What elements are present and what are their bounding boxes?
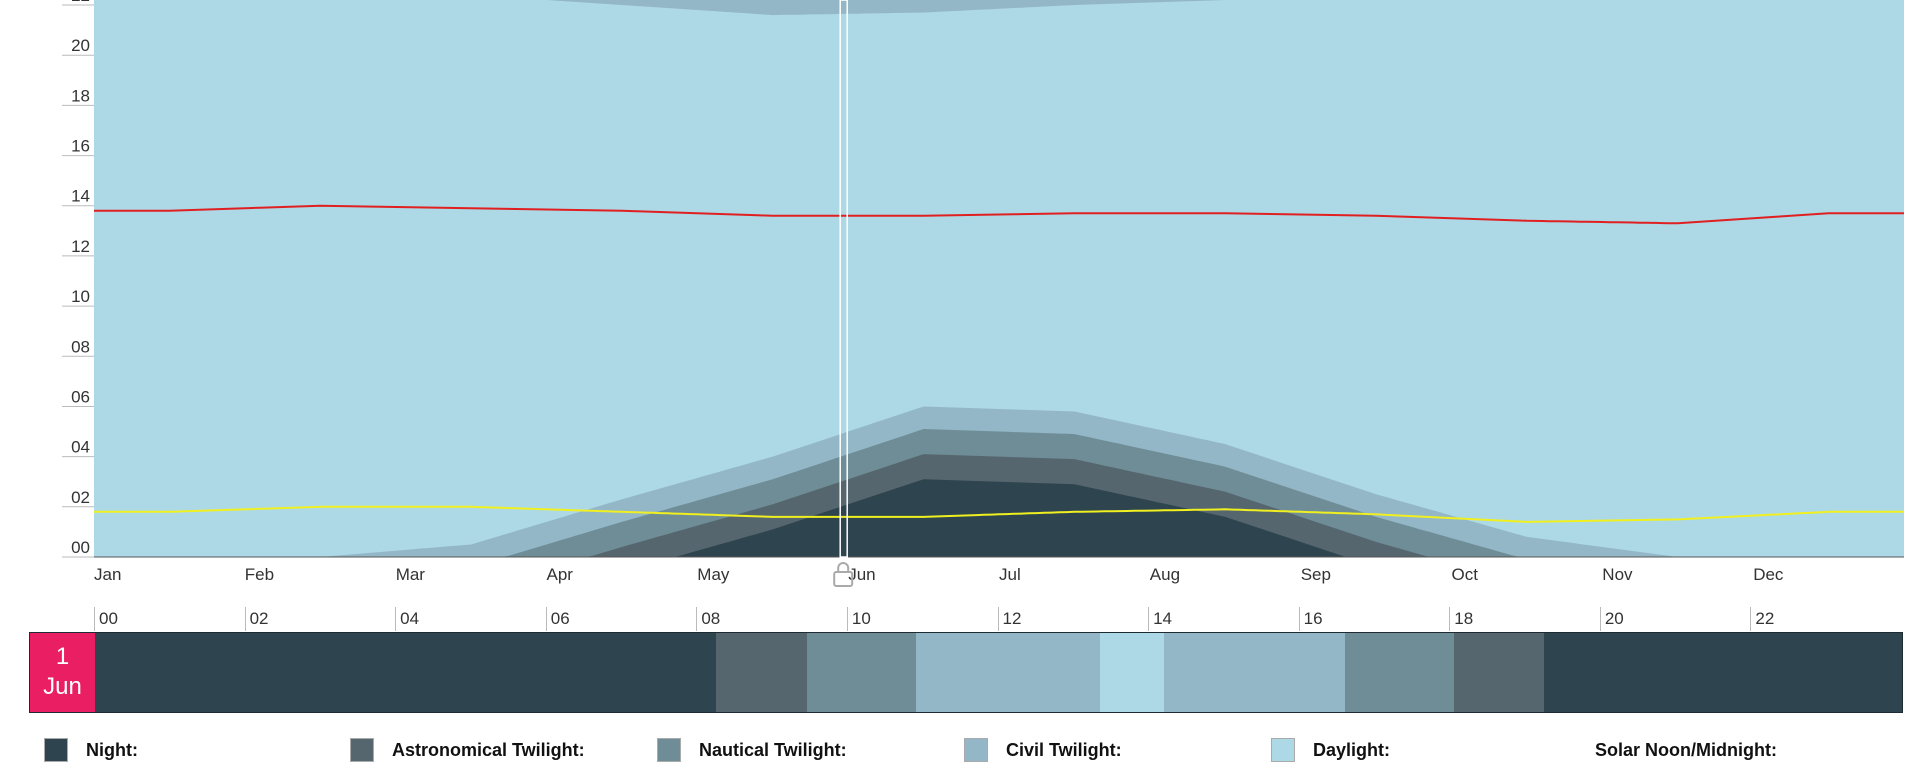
legend-item: Daylight: [1271, 735, 1390, 765]
x-tick-label: Mar [396, 565, 426, 584]
y-tick-label: 18 [71, 86, 90, 105]
hour-tick-label: 18 [1449, 607, 1473, 631]
nautical-segment [1344, 633, 1454, 712]
night-segment [1544, 633, 1902, 712]
selected-day-number: 1 [55, 643, 70, 670]
astronomical-segment [1454, 633, 1545, 712]
hour-tick-label: 06 [545, 607, 570, 631]
x-tick-label: Jan [94, 565, 121, 584]
legend-label: Nautical Twilight: [699, 739, 847, 760]
day-marker-line [839, 0, 848, 558]
astronomical-segment [716, 633, 807, 712]
hour-tick-label: 12 [997, 607, 1021, 631]
selected-month-label: Jun [43, 673, 82, 700]
y-tick-label: 14 [71, 187, 90, 206]
legend-label: Civil Twilight: [1006, 739, 1122, 760]
night-morning-zone [94, 479, 1904, 557]
selected-date-badge[interactable]: 1 Jun [30, 633, 95, 712]
x-tick-label: Jul [999, 565, 1021, 584]
legend-swatch [657, 738, 681, 762]
legend-label: Solar Noon/Midnight: [1595, 739, 1777, 760]
legend-item: Civil Twilight: [964, 735, 1122, 765]
solar-midnight-line [94, 505, 1904, 523]
nautical-segment [806, 633, 916, 712]
legend: Night: Astronomical Twilight: Nautical Twi… [0, 735, 1920, 765]
y-tick-label: 00 [71, 538, 90, 557]
hour-tick-label: 00 [94, 607, 118, 631]
hour-tick-label: 10 [846, 607, 871, 631]
civil-evening-zone [94, 0, 1904, 16]
y-tick-label: 10 [71, 287, 90, 306]
x-tick-label: Sep [1301, 565, 1331, 584]
hour-tick-label: 04 [395, 607, 419, 631]
x-tick-label: Nov [1602, 565, 1633, 584]
x-tick-label: Dec [1753, 565, 1784, 584]
x-tick-label: Apr [547, 565, 574, 584]
y-axis: 00 02 04 06 08 10 12 14 16 18 20 22 [62, 0, 94, 558]
y-tick-label: 02 [71, 488, 90, 507]
day-hour-axis: 00 02 04 06 08 10 12 14 16 18 20 22 [94, 607, 1900, 631]
lock-shackle [837, 562, 850, 572]
x-tick-label: Feb [245, 565, 274, 584]
legend-item: Nautical Twilight: [657, 735, 847, 765]
y-tick-label: 04 [71, 438, 90, 457]
x-tick-label: May [697, 565, 730, 584]
hour-tick-label: 08 [696, 607, 720, 631]
civil-segment [1164, 633, 1345, 712]
y-tick-label: 20 [71, 36, 90, 55]
solar-noon-line [94, 204, 1904, 225]
legend-swatch [1271, 738, 1295, 762]
legend-item: Astronomical Twilight: [350, 735, 585, 765]
legend-label: Astronomical Twilight: [392, 739, 585, 760]
y-tick-label: 16 [71, 137, 90, 156]
day-zone-strip [95, 633, 1902, 712]
legend-swatch [350, 738, 374, 762]
y-tick-label: 22 [71, 0, 90, 5]
hour-tick-label: 14 [1148, 607, 1172, 631]
y-tick-label: 06 [71, 388, 90, 407]
legend-label: Night: [86, 739, 138, 760]
legend-item: Night: [44, 735, 138, 765]
y-tick-label: 08 [71, 337, 90, 356]
selected-day-bar: 1 Jun [29, 632, 1903, 713]
plot-area [94, 0, 1904, 557]
hour-tick-label: 22 [1750, 607, 1774, 631]
legend-swatch [964, 738, 988, 762]
legend-item: Solar Noon/Midnight: [1595, 735, 1777, 765]
daylight-segment [1100, 633, 1165, 712]
hour-tick-label: 16 [1298, 607, 1323, 631]
lock-icon [833, 562, 854, 587]
hour-tick-label: 02 [244, 607, 269, 631]
x-tick-label: Jun [848, 565, 875, 584]
night-segment [95, 633, 717, 712]
lock-body [833, 571, 854, 587]
year-twilight-chart: 00 02 04 06 08 10 12 14 16 18 20 22 Jan Feb Mar Apr May… [62, 0, 1904, 587]
x-tick-label: Oct [1452, 565, 1479, 584]
y-tick-label: 12 [71, 237, 90, 256]
selected-day-marker[interactable] [833, 0, 854, 587]
x-tick-label: Aug [1150, 565, 1180, 584]
civil-segment [915, 633, 1101, 712]
legend-swatch [44, 738, 68, 762]
hour-tick-label: 20 [1599, 607, 1624, 631]
legend-label: Daylight: [1313, 739, 1391, 760]
x-axis: Jan Feb Mar Apr May Jun Jul Aug Sep Oct Nov Dec [94, 556, 1904, 584]
